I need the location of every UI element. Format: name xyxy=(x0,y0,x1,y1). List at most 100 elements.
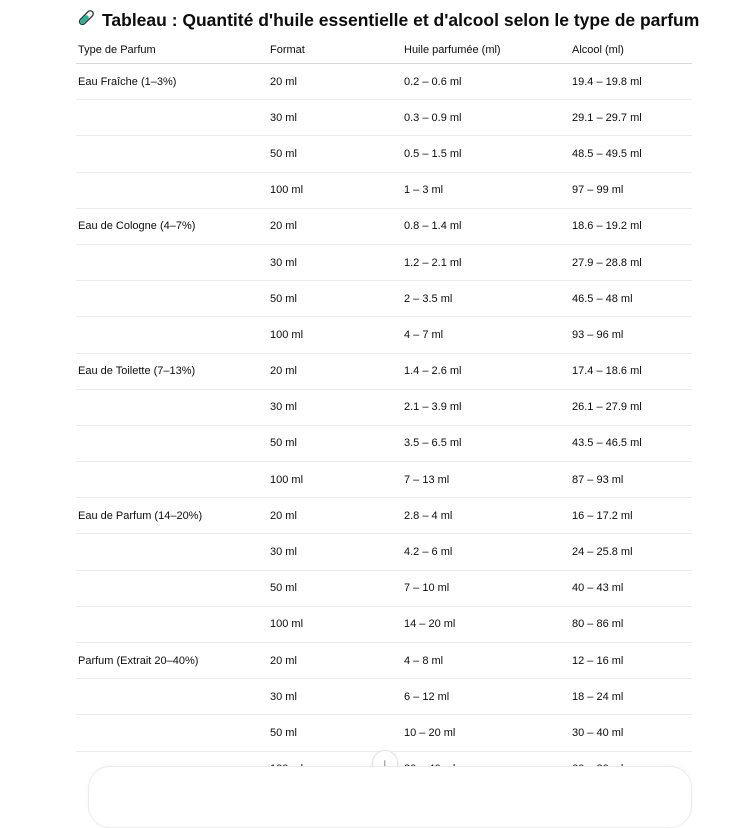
cell-alcohol: 29.1 – 29.7 ml xyxy=(570,99,692,137)
header-type: Type de Parfum xyxy=(76,36,268,64)
cell-alcohol: 43.5 – 46.5 ml xyxy=(570,425,692,463)
cell-oil: 1.2 – 2.1 ml xyxy=(402,244,570,282)
cell-alcohol: 97 – 99 ml xyxy=(570,172,692,209)
cell-oil: 4 – 8 ml xyxy=(402,642,570,680)
cell-format: 50 ml xyxy=(268,425,402,463)
table-row: Eau Fraîche (1–3%) 20 ml 0.2 – 0.6 ml 19.4 … xyxy=(76,63,692,101)
cell-type xyxy=(76,678,268,716)
cell-oil: 0.5 – 1.5 ml xyxy=(402,135,570,173)
table-row: 100 ml 4 – 7 ml 93 – 96 ml xyxy=(76,316,692,354)
cell-alcohol: 19.4 – 19.8 ml xyxy=(570,63,692,101)
table-row: 30 ml 6 – 12 ml 18 – 24 ml xyxy=(76,678,692,716)
table-row: 100 ml 1 – 3 ml 97 – 99 ml xyxy=(76,172,692,209)
header-format: Format xyxy=(268,36,402,64)
cell-type: Parfum (Extrait 20–40%) xyxy=(76,642,268,680)
table-row: 30 ml 2.1 – 3.9 ml 26.1 – 27.9 ml xyxy=(76,389,692,426)
table-row: 30 ml 0.3 – 0.9 ml 29.1 – 29.7 ml xyxy=(76,99,692,137)
cell-alcohol: 30 – 40 ml xyxy=(570,714,692,752)
header-alcohol: Alcool (ml) xyxy=(570,36,692,64)
cell-type xyxy=(76,172,268,209)
cell-format: 20 ml xyxy=(268,642,402,680)
table-row: Eau de Parfum (14–20%) 20 ml 2.8 – 4 ml 16 … xyxy=(76,497,692,535)
cell-type xyxy=(76,714,268,752)
cell-type xyxy=(76,606,268,644)
table-row: 30 ml 4.2 – 6 ml 24 – 25.8 ml xyxy=(76,533,692,571)
cell-oil: 14 – 20 ml xyxy=(402,606,570,644)
cell-oil: 0.3 – 0.9 ml xyxy=(402,99,570,137)
cell-format: 30 ml xyxy=(268,533,402,571)
cell-type: Eau de Toilette (7–13%) xyxy=(76,353,268,390)
cell-type xyxy=(76,425,268,463)
page-title: Tableau : Quantité d'huile essentielle e… xyxy=(76,8,699,33)
table-row: Eau de Toilette (7–13%) 20 ml 1.4 – 2.6 ml… xyxy=(76,353,692,390)
cell-format: 30 ml xyxy=(268,678,402,716)
cell-alcohol: 80 – 86 ml xyxy=(570,606,692,644)
cell-oil: 10 – 20 ml xyxy=(402,714,570,752)
cell-format: 50 ml xyxy=(268,135,402,173)
cell-oil: 2.1 – 3.9 ml xyxy=(402,389,570,426)
cell-format: 30 ml xyxy=(268,389,402,426)
cell-type xyxy=(76,280,268,318)
cell-format: 50 ml xyxy=(268,570,402,607)
cell-format: 20 ml xyxy=(268,353,402,390)
cell-oil: 4 – 7 ml xyxy=(402,316,570,354)
cell-format: 50 ml xyxy=(268,280,402,318)
cell-format: 20 ml xyxy=(268,497,402,535)
cell-oil: 2 – 3.5 ml xyxy=(402,280,570,318)
table-row: 50 ml 10 – 20 ml 30 – 40 ml xyxy=(76,714,692,752)
table-row: 50 ml 2 – 3.5 ml 46.5 – 48 ml xyxy=(76,280,692,318)
cell-type xyxy=(76,533,268,571)
cell-format: 20 ml xyxy=(268,63,402,101)
table-row: 100 ml 14 – 20 ml 80 – 86 ml xyxy=(76,606,692,644)
cell-alcohol: 18.6 – 19.2 ml xyxy=(570,208,692,245)
cell-oil: 3.5 – 6.5 ml xyxy=(402,425,570,463)
cell-alcohol: 12 – 16 ml xyxy=(570,642,692,680)
cell-oil: 0.2 – 0.6 ml xyxy=(402,63,570,101)
cell-format: 100 ml xyxy=(268,172,402,209)
table-row: 50 ml 7 – 10 ml 40 – 43 ml xyxy=(76,570,692,607)
table-row: Eau de Cologne (4–7%) 20 ml 0.8 – 1.4 ml 18… xyxy=(76,208,692,245)
cell-alcohol: 87 – 93 ml xyxy=(570,461,692,499)
cell-type: Eau de Parfum (14–20%) xyxy=(76,497,268,535)
cell-oil: 1.4 – 2.6 ml xyxy=(402,353,570,390)
table-row: 100 ml 7 – 13 ml 87 – 93 ml xyxy=(76,461,692,499)
cell-format: 20 ml xyxy=(268,208,402,245)
cell-alcohol: 93 – 96 ml xyxy=(570,316,692,354)
title-text: Tableau : Quantité d'huile essentielle e… xyxy=(102,10,700,30)
cell-format: 100 ml xyxy=(268,461,402,499)
cell-alcohol: 27.9 – 28.8 ml xyxy=(570,244,692,282)
test-tube-icon xyxy=(76,8,96,33)
cell-type xyxy=(76,244,268,282)
perfume-table: Type de Parfum Format Huile parfumée (ml… xyxy=(76,36,692,787)
cell-type xyxy=(76,570,268,607)
cell-oil: 4.2 – 6 ml xyxy=(402,533,570,571)
arrow-down-icon: ↓ xyxy=(381,755,389,771)
table-row: Parfum (Extrait 20–40%) 20 ml 4 – 8 ml 12 –… xyxy=(76,642,692,680)
cell-alcohol: 24 – 25.8 ml xyxy=(570,533,692,571)
cell-alcohol: 46.5 – 48 ml xyxy=(570,280,692,318)
cell-oil: 1 – 3 ml xyxy=(402,172,570,209)
cell-oil: 7 – 13 ml xyxy=(402,461,570,499)
table-row: 50 ml 0.5 – 1.5 ml 48.5 – 49.5 ml xyxy=(76,135,692,173)
cell-alcohol: 26.1 – 27.9 ml xyxy=(570,389,692,426)
cell-alcohol: 16 – 17.2 ml xyxy=(570,497,692,535)
table-row: 30 ml 1.2 – 2.1 ml 27.9 – 28.8 ml xyxy=(76,244,692,282)
cell-type xyxy=(76,461,268,499)
cell-alcohol: 40 – 43 ml xyxy=(570,570,692,607)
cell-type: Eau de Cologne (4–7%) xyxy=(76,208,268,245)
cell-type xyxy=(76,389,268,426)
cell-oil: 7 – 10 ml xyxy=(402,570,570,607)
cell-format: 50 ml xyxy=(268,714,402,752)
cell-format: 30 ml xyxy=(268,99,402,137)
cell-format: 30 ml xyxy=(268,244,402,282)
cell-format: 100 ml xyxy=(268,316,402,354)
cell-alcohol: 18 – 24 ml xyxy=(570,678,692,716)
cell-alcohol: 48.5 – 49.5 ml xyxy=(570,135,692,173)
cell-type: Eau Fraîche (1–3%) xyxy=(76,63,268,101)
cell-format: 100 ml xyxy=(268,606,402,644)
message-composer[interactable] xyxy=(88,766,692,828)
cell-alcohol: 17.4 – 18.6 ml xyxy=(570,353,692,390)
table-header-row: Type de Parfum Format Huile parfumée (ml… xyxy=(76,36,692,64)
cell-oil: 2.8 – 4 ml xyxy=(402,497,570,535)
cell-type xyxy=(76,316,268,354)
